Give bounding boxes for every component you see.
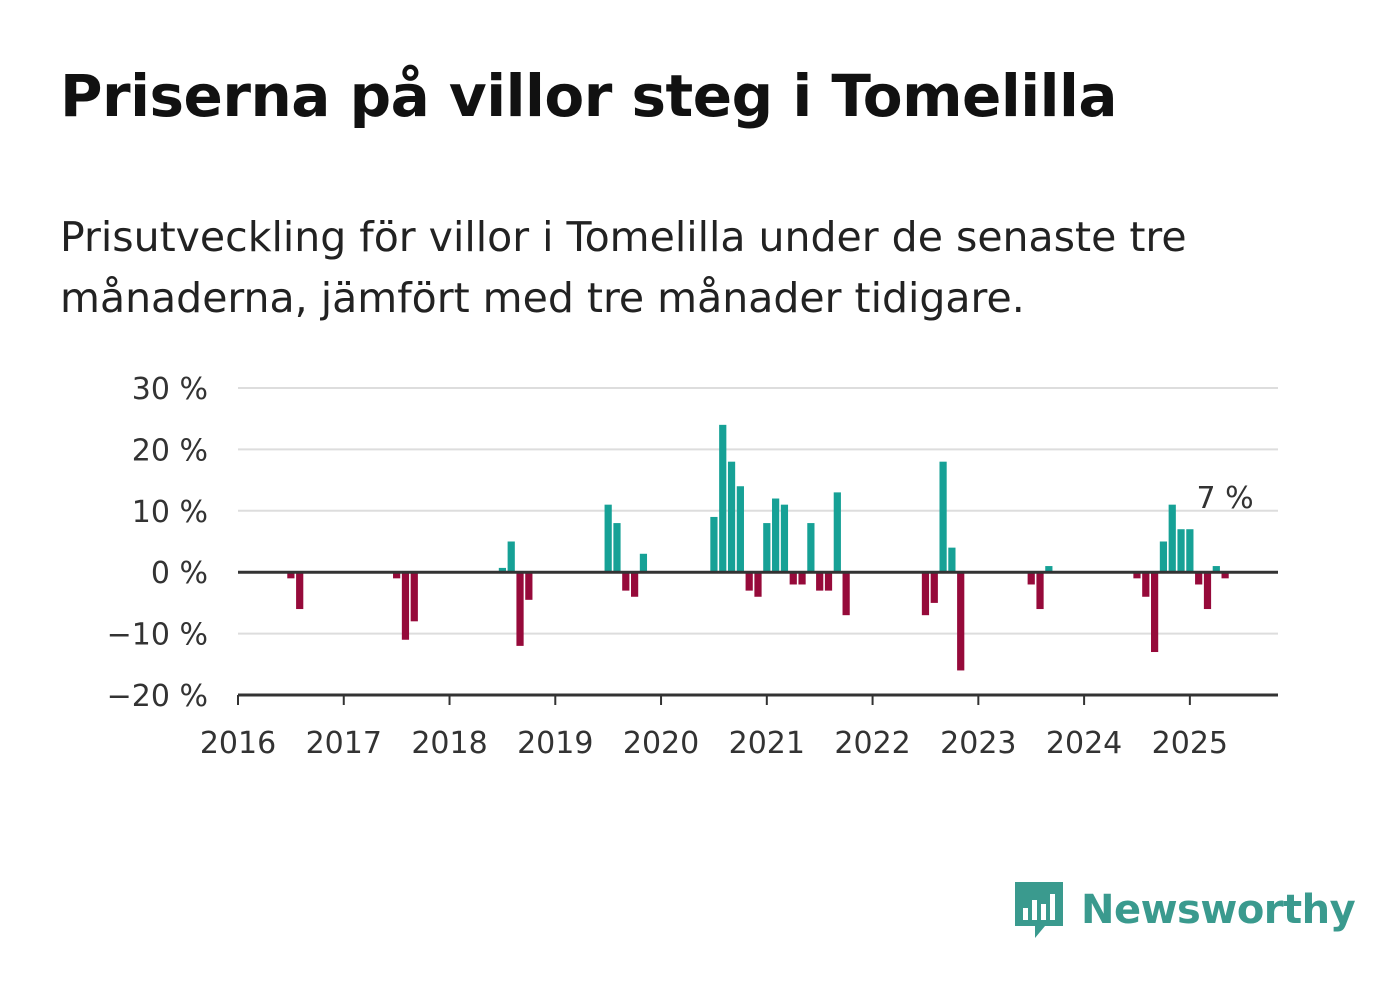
bar (789, 572, 797, 585)
bar (842, 572, 850, 616)
bar (507, 541, 515, 573)
x-tick-label: 2025 (1152, 726, 1228, 761)
x-tick-label: 2024 (1046, 726, 1122, 761)
bar (754, 572, 762, 597)
bar (1203, 572, 1212, 610)
bar (807, 523, 815, 573)
bar (1177, 529, 1185, 573)
x-tick-label: 2020 (623, 726, 699, 761)
bar (516, 572, 524, 646)
x-tick-label: 2022 (834, 726, 910, 761)
bar (710, 516, 718, 573)
bar (401, 572, 410, 640)
bar (1168, 504, 1176, 573)
bar (824, 572, 833, 591)
bar (921, 572, 930, 616)
bar (1195, 572, 1203, 585)
bar (1133, 572, 1141, 579)
bar (1151, 572, 1159, 653)
bar (410, 572, 418, 622)
bar (639, 553, 648, 573)
bar (736, 486, 744, 573)
bar (1159, 541, 1168, 573)
bar (763, 523, 771, 573)
bar (1036, 572, 1044, 610)
x-tick-label: 2017 (306, 726, 382, 761)
tick-labels: 30 % 20 % 10 % 0 % −10 % −20 % 2016 2017 2018 201… (107, 372, 1228, 761)
bar (939, 461, 947, 573)
bar (613, 523, 621, 573)
bar (498, 567, 507, 573)
y-tick-label: 0 % (151, 556, 208, 591)
bar (287, 572, 295, 579)
bar (296, 572, 304, 610)
x-tick-label: 2018 (411, 726, 487, 761)
bar (525, 572, 533, 600)
brand-name: Newsworthy (1081, 887, 1356, 933)
x-tick-label: 2023 (940, 726, 1016, 761)
bar (1186, 529, 1194, 573)
x-tick-label: 2016 (200, 726, 276, 761)
newsworthy-logo-icon (1015, 882, 1063, 938)
bar (1027, 572, 1035, 585)
bar (816, 572, 824, 591)
axes (237, 570, 1278, 705)
bar (772, 498, 780, 573)
bar (719, 424, 727, 573)
bar (604, 504, 612, 573)
bar (957, 572, 965, 671)
y-tick-label: −20 % (107, 679, 208, 714)
bar (745, 572, 753, 591)
latest-value-annotation: 7 % (1197, 481, 1254, 516)
bars (287, 424, 1229, 671)
bar (948, 547, 956, 573)
x-tick-label: 2019 (517, 726, 593, 761)
bar (833, 492, 841, 573)
bar (622, 572, 630, 591)
bar (1212, 566, 1220, 573)
y-tick-label: 10 % (132, 495, 208, 530)
bar (780, 504, 789, 573)
bar (393, 572, 401, 579)
gridlines (238, 387, 1278, 635)
chart-title: Priserna på villor steg i Tomelilla (60, 62, 1118, 130)
y-tick-label: −10 % (107, 618, 208, 653)
bar (1142, 572, 1150, 597)
x-tick-label: 2021 (729, 726, 805, 761)
bar (1045, 566, 1053, 573)
bar (930, 572, 938, 603)
bar (798, 572, 806, 585)
y-tick-label: 20 % (132, 433, 208, 468)
newsworthy-logo: Newsworthy (1011, 880, 1356, 940)
y-tick-label: 30 % (132, 372, 208, 407)
bar (727, 461, 736, 573)
bar (631, 572, 639, 597)
chart-subtitle: Prisutveckling för villor i Tomelilla un… (60, 213, 1187, 322)
bar (1221, 572, 1229, 579)
